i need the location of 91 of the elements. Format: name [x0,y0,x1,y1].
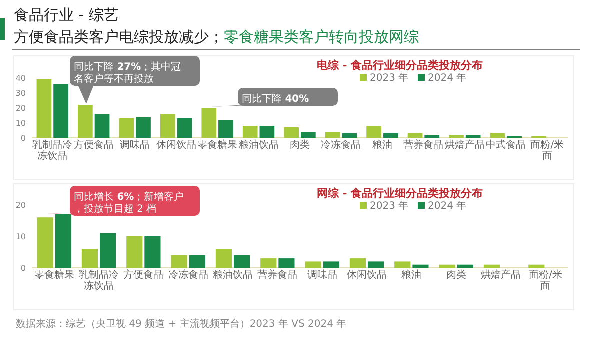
y-tick-label: 10 [16,119,26,128]
bar [490,134,506,138]
bar [412,264,429,268]
bar [136,117,151,138]
x-tick-label: 方便食品 [124,269,164,281]
x-tick-label: 方便食品 [74,139,114,151]
bar [216,249,232,268]
bar [54,84,68,138]
bar [242,126,258,138]
y-tick-label: 30 [16,89,26,98]
bar [449,135,464,138]
bar [55,214,72,268]
bar [189,255,206,268]
x-tick-label: 烘焙产品 [444,139,485,151]
bar [342,134,358,138]
bar [366,126,382,138]
legend-label: 2024 年 [428,72,467,84]
annotation: 同比增长 6%；新增客户，投放节目超 2 档 [74,191,184,215]
bar [171,255,188,268]
bar [36,80,52,138]
bar [160,114,176,138]
bar [424,135,440,138]
bar [383,134,398,138]
text: 零食糖果类客户转向投放网综 [224,28,419,46]
legend-label: 2023 年 [370,200,409,212]
x-tick-label: 冷冻食品 [168,269,208,281]
bar [305,262,322,268]
bar [177,118,192,138]
x-tick-label: 休闲饮品 [347,269,387,281]
bar [260,258,277,268]
bar [119,118,134,138]
x-tick-label: 休闲饮品 [156,139,196,151]
text: 方便食品类客户电综投放减少； [14,28,224,46]
x-tick-label: 面粉/米面 [528,269,562,292]
x-tick-label: 粮油 [372,139,392,151]
legend-label: 2024 年 [428,200,467,212]
bar [368,262,384,268]
bar [94,114,110,138]
bar [323,262,340,268]
bar [439,264,456,268]
bar [301,132,316,138]
x-tick-label: 乳制品冷冻饮品 [32,139,73,162]
bar [484,264,500,268]
x-tick-label: 营养食品 [258,269,298,281]
y-tick-label: 10 [16,232,26,242]
bar [528,264,545,268]
callout: 同比下降 27%；其中冠名客户等不再投放 [70,56,200,104]
y-tick-label: 20 [16,104,26,113]
bar [350,258,366,268]
bar [325,132,340,138]
x-tick-label: 零食糖果 [198,139,238,151]
annotation: 同比下降 40% [242,93,310,105]
bar [82,249,98,268]
bar [278,258,295,268]
x-tick-label: 调味品 [307,269,338,281]
y-tick-label: 40 [16,74,26,83]
bar [234,255,250,268]
x-tick-label: 烘焙产品 [481,269,521,281]
legend-label: 2023 年 [370,72,409,84]
chart-title: 电综 - 食品行业细分品类投放分布 [316,59,484,72]
x-tick-label: 调味品 [120,139,150,151]
x-tick-label: 肉类 [446,269,466,281]
bar [100,233,116,268]
bar [37,218,54,268]
bar [394,262,411,268]
x-tick-label: 面粉/米面 [530,139,564,162]
bar [202,108,217,138]
y-tick-label: 20 [16,201,26,210]
x-tick-label: 粮油饮品 [238,139,279,151]
text: 食品行业 - 综艺 [14,6,119,24]
bar [457,264,474,268]
y-tick-label: 0 [20,134,26,143]
x-tick-label: 冷冻食品 [321,139,362,151]
x-tick-label: 粮油 [402,269,422,281]
x-tick-label: 营养食品 [404,139,444,151]
y-tick-label: 0 [20,264,26,273]
bar [284,128,299,138]
bar [144,236,161,268]
bar [126,236,143,268]
bar [218,120,234,138]
chart-title: 网综 - 食品行业细分品类投放分布 [316,187,484,200]
x-tick-label: 肉类 [290,139,310,151]
bar [260,126,275,138]
bar [408,134,423,138]
annotation: 同比下降 27%；其中冠名客户等不再投放 [74,61,182,85]
source-note: 数据来源：综艺（央卫视 49 频道 + 主流视频平台）2023 年 VS 2024 年 [16,318,347,330]
x-tick-label: 乳制品冷冻饮品 [79,269,119,292]
x-tick-label: 粮油饮品 [213,269,253,281]
x-tick-label: 零食糖果 [34,269,74,281]
bar [466,135,481,138]
x-tick-label: 中式食品 [486,139,526,151]
